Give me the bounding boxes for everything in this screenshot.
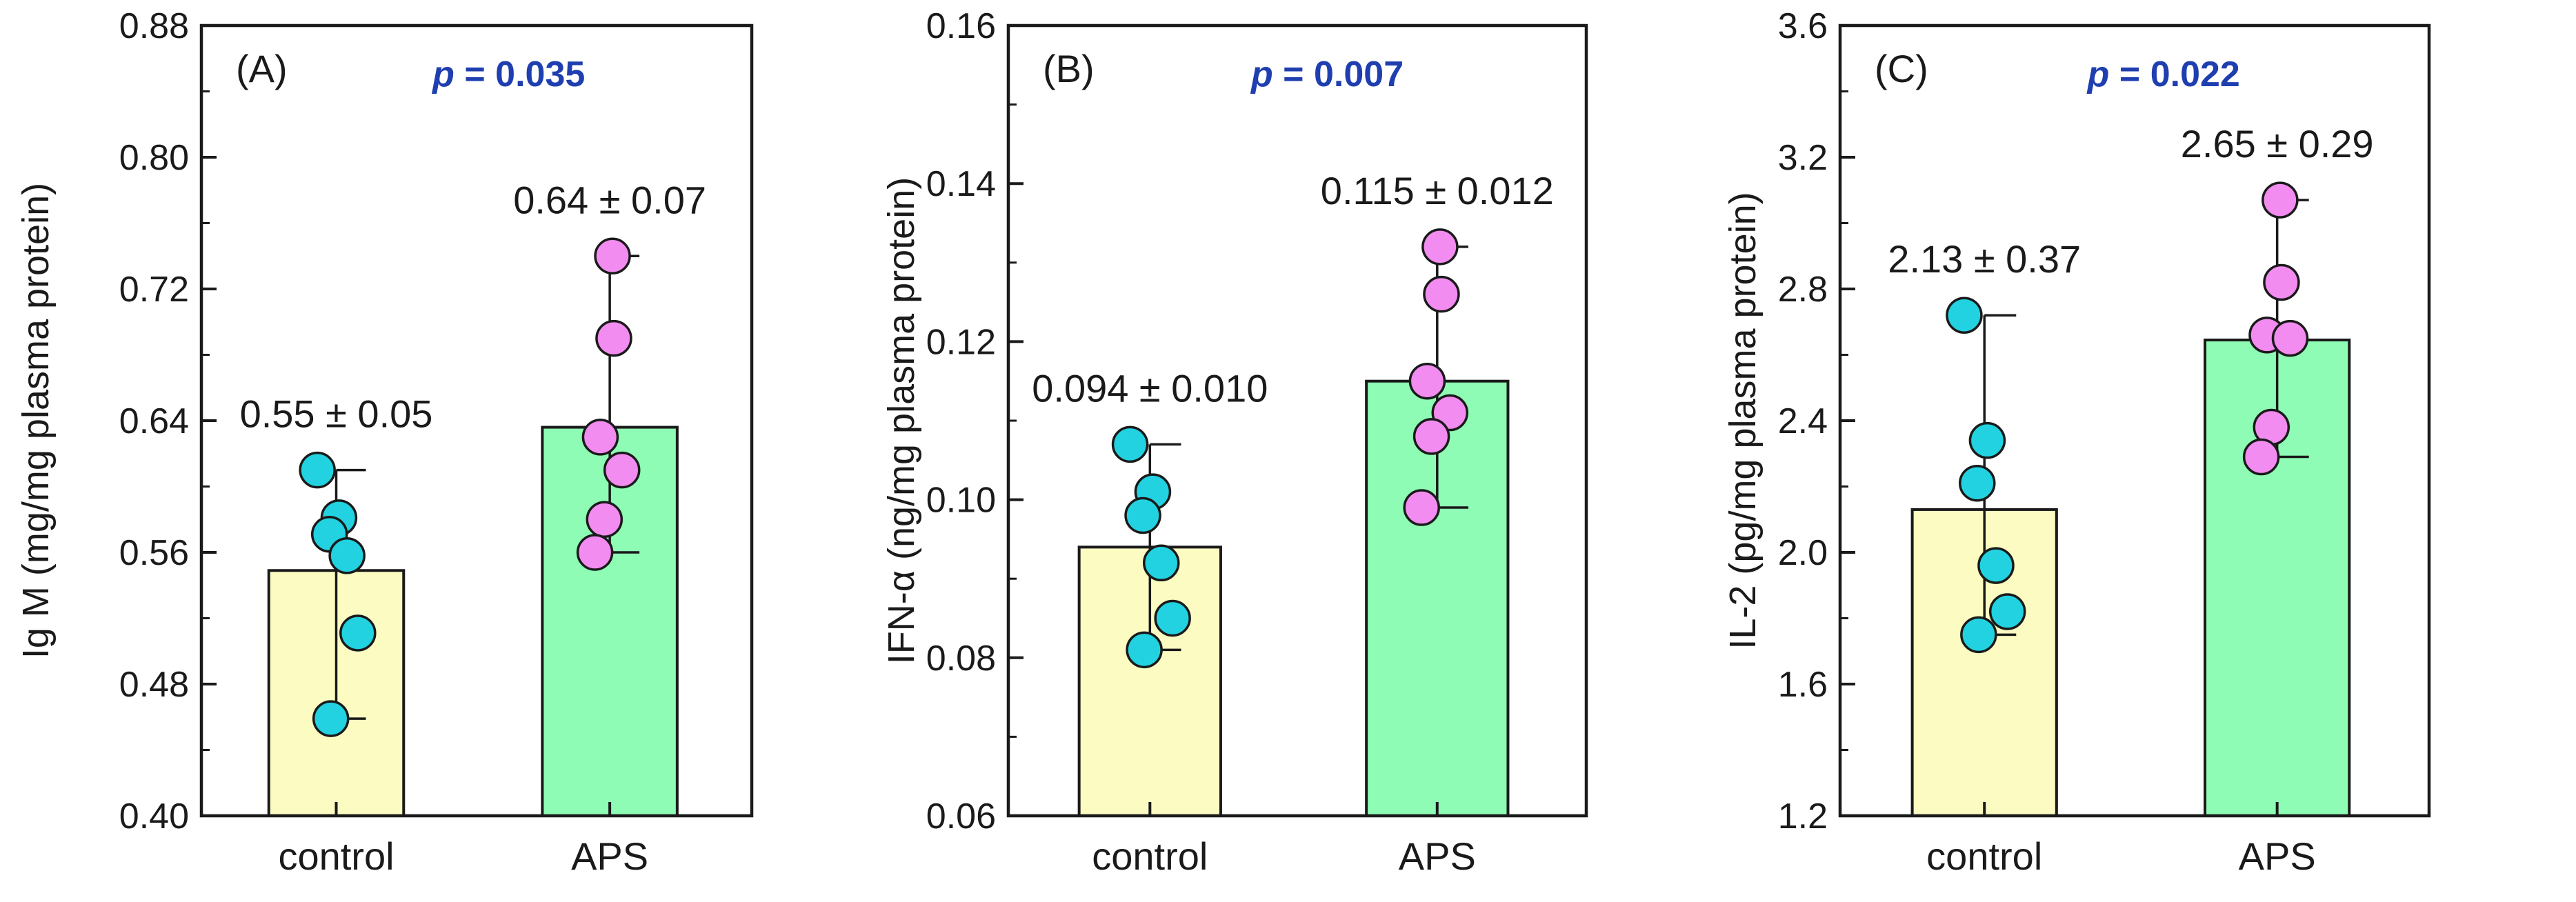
x-category-label: control <box>1926 834 2042 878</box>
x-category-label: APS <box>2239 834 2316 878</box>
mean-sd-label-control: 2.13 ± 0.37 <box>1888 237 2081 281</box>
p-value-label: p = 0.035 <box>431 54 585 94</box>
y-axis-label: IL-2 (pg/mg plasma protein) <box>1722 192 1764 649</box>
y-tick-label: 0.80 <box>119 138 189 178</box>
mean-sd-label-aps: 0.64 ± 0.07 <box>513 178 706 221</box>
data-point-control <box>1959 464 1996 502</box>
y-axis-label: IFN-α (ng/mg plasma protein) <box>881 177 922 664</box>
data-point-aps <box>1412 418 1450 455</box>
y-tick-label: 0.14 <box>926 164 996 204</box>
data-point-aps <box>603 451 641 489</box>
mean-sd-label-control: 0.55 ± 0.05 <box>240 392 433 436</box>
mean-sd-label-control: 0.094 ± 0.010 <box>1032 366 1268 410</box>
mean-sd-label-aps: 2.65 ± 0.29 <box>2181 122 2374 166</box>
data-point-aps <box>2271 319 2309 357</box>
y-tick-label: 0.48 <box>119 665 189 705</box>
data-point-aps <box>1423 275 1460 313</box>
y-tick-label: 2.4 <box>1778 401 1828 441</box>
x-category-label: APS <box>571 834 648 878</box>
data-point-control <box>299 451 336 489</box>
y-tick-label: 0.88 <box>119 6 189 46</box>
data-point-control <box>1154 599 1191 637</box>
data-point-aps <box>2242 438 2280 476</box>
panel-b: 0.06 0.08 0.10 0.12 0.14 0.16 control APS IFN-α … <box>881 6 1588 878</box>
data-point-control <box>1124 497 1161 534</box>
y-tick-label: 1.6 <box>1778 665 1828 705</box>
data-point-control <box>1126 631 1163 669</box>
data-point-control <box>1946 297 1983 334</box>
data-point-aps <box>586 501 623 538</box>
data-point-aps <box>1421 228 1459 265</box>
y-tick-label: 0.16 <box>926 6 996 46</box>
y-tick-label: 0.40 <box>119 796 189 836</box>
panel-tag: (B) <box>1043 47 1095 90</box>
y-tick-label: 3.6 <box>1778 6 1828 46</box>
data-point-control <box>312 700 350 737</box>
p-value-label: p = 0.007 <box>1250 54 1404 94</box>
x-category-label: APS <box>1399 834 1476 878</box>
panel-tag: (C) <box>1875 47 1928 90</box>
data-point-control <box>328 537 366 574</box>
data-point-control <box>339 614 377 652</box>
p-value-label: p = 0.022 <box>2086 54 2240 94</box>
panel-a: 0.40 0.48 0.56 0.64 0.72 0.80 0.88 control APS Ig… <box>15 6 754 878</box>
y-tick-label: 0.10 <box>926 481 996 521</box>
y-tick-label: 0.08 <box>926 639 996 679</box>
panel-c: 1.2 1.6 2.0 2.4 2.8 3.2 3.6 control APS IL-2 (pg/… <box>1722 6 2431 878</box>
data-point-aps <box>2263 263 2300 301</box>
y-tick-label: 2.0 <box>1778 533 1828 573</box>
mean-sd-label-aps: 0.115 ± 0.012 <box>1321 169 1554 212</box>
y-tick-label: 2.8 <box>1778 270 1828 310</box>
data-point-control <box>1988 593 2026 630</box>
panel-tag: (A) <box>236 47 288 90</box>
x-category-label: control <box>278 834 394 878</box>
y-axis-label: Ig M (mg/mg plasma protein) <box>15 183 57 659</box>
data-point-aps <box>581 419 619 456</box>
data-point-aps <box>594 237 631 274</box>
data-point-control <box>1111 425 1149 463</box>
y-tick-label: 0.12 <box>926 322 996 362</box>
data-point-control <box>1142 544 1180 582</box>
data-point-aps <box>595 319 632 357</box>
data-point-aps <box>1408 362 1446 400</box>
data-point-control <box>1977 547 2015 584</box>
data-point-control <box>1968 421 2006 459</box>
y-tick-label: 0.72 <box>119 270 189 310</box>
data-point-aps <box>2262 181 2299 219</box>
y-tick-label: 0.56 <box>119 533 189 573</box>
y-tick-label: 0.06 <box>926 796 996 836</box>
y-tick-label: 1.2 <box>1778 796 1828 836</box>
data-point-control <box>1960 616 1997 654</box>
y-tick-label: 3.2 <box>1778 138 1828 178</box>
data-point-aps <box>1403 489 1440 526</box>
y-tick-label: 0.64 <box>119 401 189 441</box>
x-category-label: control <box>1092 834 1208 878</box>
data-point-aps <box>576 534 614 571</box>
